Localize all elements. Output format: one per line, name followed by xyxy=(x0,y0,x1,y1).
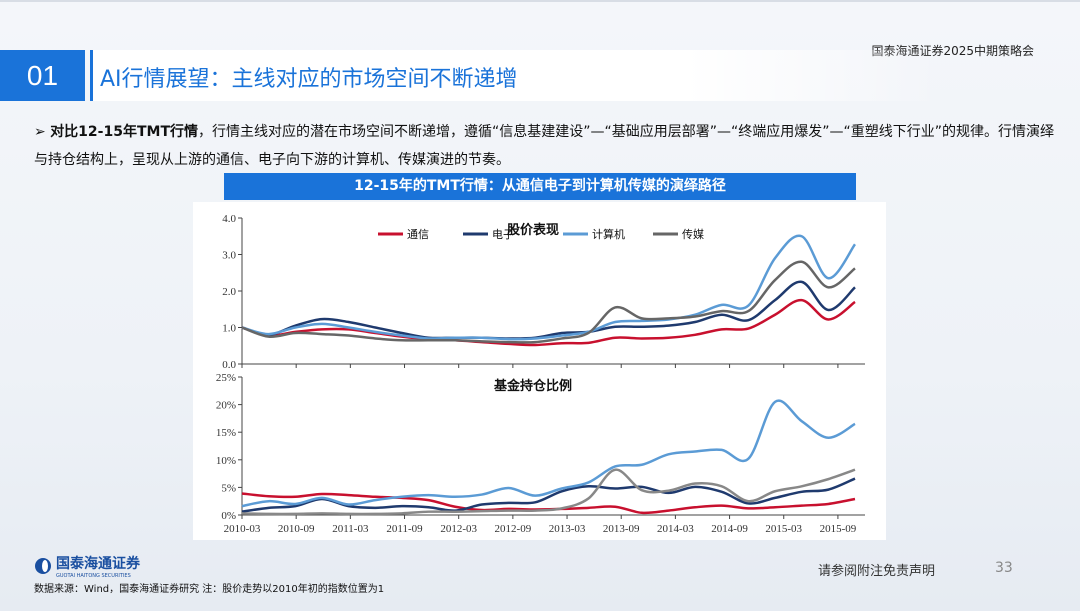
title-bar xyxy=(90,50,940,101)
legend-label: 电子 xyxy=(492,228,514,241)
chart-panel: 0.0 1.0 2.0 3.0 4.0 股价表现 通信 电子 计算机 传媒 0% 5% 10% 15% 20… xyxy=(193,202,886,540)
chart-title: 基金持仓比例 xyxy=(493,378,572,393)
y-tick-label: 5% xyxy=(221,482,236,494)
y-tick-label: 0% xyxy=(221,510,236,522)
chart-banner: 12-15年的TMT行情：从通信电子到计算机传媒的演绎路径 xyxy=(224,173,856,200)
page-number: 33 xyxy=(995,560,1013,576)
x-tick-label: 2013-09 xyxy=(603,523,640,535)
y-tick-label: 25% xyxy=(216,372,236,384)
legend-label: 传媒 xyxy=(682,228,704,241)
logo-sub: GUOTAI HAITONG SECURITIES xyxy=(56,573,131,579)
chart-title: 股价表现 xyxy=(507,222,559,237)
arrow-bullet-icon: ➢ xyxy=(34,124,51,140)
page-title: AI行情展望：主线对应的市场空间不断递增 xyxy=(100,67,518,92)
x-tick-label: 2012-03 xyxy=(440,523,477,535)
bullet-body: ，行情主线对应的潜在市场空间不断递增，遵循“信息基建建设”—“基础应用层部署”—… xyxy=(34,124,1055,168)
y-tick-label: 3.0 xyxy=(222,250,236,262)
y-tick-label: 0.0 xyxy=(222,359,236,371)
logo-icon xyxy=(35,558,51,574)
series-line-计算机 xyxy=(241,234,857,341)
legend-label: 通信 xyxy=(407,228,429,241)
x-tick-label: 2010-03 xyxy=(224,523,261,535)
source-note: 数据来源：Wind，国泰海通证券研究 注：股价走势以2010年初的指数位置为1 xyxy=(34,584,385,595)
series-line-传媒 xyxy=(241,468,856,516)
x-tick-label: 2015-03 xyxy=(765,523,802,535)
bullet-bold: 对比12-15年TMT行情 xyxy=(50,124,198,140)
y-tick-label: 20% xyxy=(216,400,236,412)
y-tick-label: 4.0 xyxy=(222,213,236,225)
x-tick-label: 2013-03 xyxy=(549,523,586,535)
y-tick-label: 10% xyxy=(216,455,236,467)
y-tick-label: 15% xyxy=(216,427,236,439)
y-tick-label: 2.0 xyxy=(222,286,236,298)
series-line-传媒 xyxy=(241,260,856,344)
logo-text: 国泰海通证券 xyxy=(56,556,140,572)
series-line-通信 xyxy=(241,298,856,347)
x-tick-label: 2015-09 xyxy=(820,523,857,535)
x-tick-label: 2014-03 xyxy=(657,523,694,535)
x-tick-label: 2011-09 xyxy=(386,523,423,535)
x-tick-label: 2014-09 xyxy=(711,523,748,535)
x-tick-label: 2011-03 xyxy=(332,523,369,535)
x-tick-label: 2012-09 xyxy=(495,523,532,535)
series-line-电子 xyxy=(241,477,856,513)
y-tick-label: 1.0 xyxy=(222,323,236,335)
disclaimer-link[interactable]: 请参阅附注免责声明 xyxy=(818,564,936,579)
bullet-text: ➢ 对比12-15年TMT行情，行情主线对应的潜在市场空间不断递增，遵循“信息基… xyxy=(34,118,1064,174)
x-tick-label: 2010-09 xyxy=(278,523,315,535)
series-line-电子 xyxy=(241,280,856,340)
series-line-计算机 xyxy=(241,399,856,508)
legend-label: 计算机 xyxy=(592,227,625,241)
company-logo: 国泰海通证券 GUOTAI HAITONG SECURITIES xyxy=(34,553,140,579)
section-number: 01 xyxy=(0,50,85,101)
top-border xyxy=(0,0,1080,2)
charts-svg: 0.0 1.0 2.0 3.0 4.0 股价表现 通信 电子 计算机 传媒 0% 5% 10% 15% 20… xyxy=(216,213,865,535)
